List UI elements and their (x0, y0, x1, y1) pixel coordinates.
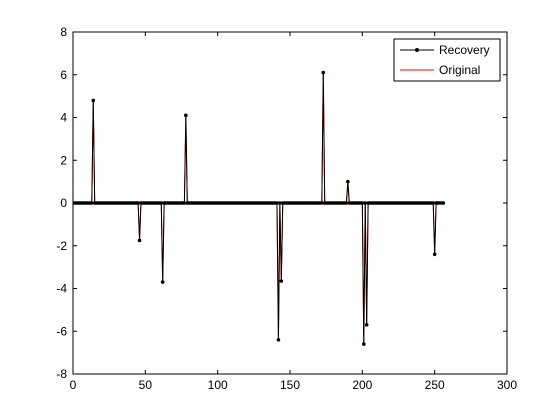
y-tick-label: 4 (60, 111, 67, 125)
axis-ticks: 0 50 100 150 200 250 300 -8 -6 -4 -2 0 2 4 6 8 (56, 25, 517, 392)
y-tick-label: -6 (56, 324, 67, 338)
data-point (432, 252, 437, 257)
data-point (364, 323, 369, 327)
data-point (184, 113, 188, 118)
x-tick-label: 0 (70, 378, 77, 392)
y-tick-label: -4 (56, 282, 67, 296)
y-tick-label: 2 (60, 153, 67, 167)
data-point (279, 279, 284, 283)
series-layer (72, 70, 446, 346)
y-tick-label: 6 (60, 68, 67, 82)
y-tick-label: 8 (60, 25, 67, 39)
x-tick-label: 300 (497, 378, 517, 392)
data-point (182, 201, 187, 205)
data-point (136, 201, 140, 205)
x-tick-label: 100 (208, 378, 228, 392)
x-tick-label: 150 (280, 378, 300, 392)
data-point (91, 98, 96, 103)
y-tick-label: -8 (56, 367, 67, 381)
data-point (159, 201, 164, 205)
data-point (321, 70, 326, 75)
data-point (276, 338, 281, 342)
legend-label-original: Original (439, 63, 480, 77)
data-point (363, 201, 368, 205)
x-tick-label: 250 (425, 378, 445, 392)
data-point (346, 179, 350, 184)
x-tick-label: 50 (139, 378, 153, 392)
data-point (90, 201, 94, 205)
data-point (160, 280, 165, 284)
legend-box (393, 38, 501, 82)
data-point (320, 201, 324, 205)
data-point (441, 201, 446, 205)
legend-label-recovery: Recovery (439, 43, 490, 57)
legend: Recovery Original (393, 38, 501, 82)
y-tick-label: -2 (56, 239, 67, 253)
data-point (137, 238, 142, 243)
legend-marker-recovery (415, 48, 419, 52)
data-point (431, 201, 436, 205)
x-tick-label: 200 (352, 378, 372, 392)
data-point (275, 201, 279, 205)
data-point (360, 201, 365, 205)
data-point (344, 201, 349, 205)
y-tick-label: 0 (60, 196, 67, 210)
series-markers-recovery (72, 70, 446, 346)
data-point (361, 342, 366, 346)
data-point (278, 201, 282, 205)
